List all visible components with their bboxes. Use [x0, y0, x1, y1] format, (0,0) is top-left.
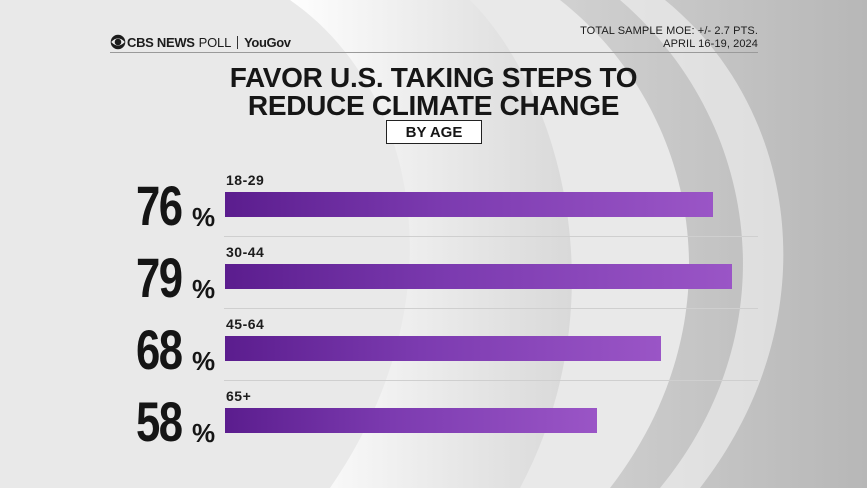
percent-sign: %: [192, 346, 216, 376]
chart-title-line2: REDUCE CLIMATE CHANGE: [247, 90, 620, 121]
cbs-eye-icon: [110, 34, 126, 50]
value-number: 79: [136, 246, 183, 309]
category-label: 65+: [226, 388, 252, 404]
percent-sign: %: [192, 274, 216, 304]
brand-logo: CBS NEWS POLL YouGov: [110, 33, 291, 51]
brand-poll: POLL: [198, 34, 232, 50]
moe-line: TOTAL SAMPLE MOE: +/- 2.7 PTS.: [580, 25, 758, 37]
percent-sign: %: [192, 202, 216, 232]
value-label: 79%: [136, 244, 220, 309]
brand-cbs-news: CBS NEWS: [127, 34, 195, 50]
bar-row: 76% 18-29: [0, 172, 867, 242]
bar-row: 68% 45-64: [0, 316, 867, 386]
value-label: 76%: [136, 172, 220, 237]
bar-row: 79% 30-44: [0, 244, 867, 314]
value-label: 68%: [136, 316, 220, 381]
value-number: 76: [136, 174, 183, 237]
brand-separator: [237, 35, 239, 49]
value-number: 68: [136, 318, 183, 381]
category-label: 30-44: [226, 244, 265, 260]
category-label: 18-29: [226, 172, 265, 188]
bar: [225, 336, 661, 361]
bar: [225, 408, 597, 433]
row-divider: [224, 308, 758, 309]
chart-subtitle: BY AGE: [386, 120, 482, 144]
margin-of-error: TOTAL SAMPLE MOE: +/- 2.7 PTS. APRIL 16-…: [580, 25, 758, 51]
chart-title: FAVOR U.S. TAKING STEPS TO REDUCE CLIMAT…: [0, 64, 867, 120]
poll-dates: APRIL 16-19, 2024: [663, 38, 758, 50]
chart-title-line1: FAVOR U.S. TAKING STEPS TO: [229, 62, 638, 93]
value-label: 58%: [136, 388, 220, 453]
value-number: 58: [136, 390, 183, 453]
percent-sign: %: [192, 418, 216, 448]
row-divider: [224, 236, 758, 237]
category-label: 45-64: [226, 316, 265, 332]
row-divider: [224, 380, 758, 381]
bar: [225, 264, 732, 289]
header-divider: [110, 52, 758, 53]
brand-yougov: YouGov: [244, 34, 291, 50]
bar-row: 58% 65+: [0, 388, 867, 458]
bar: [225, 192, 713, 217]
